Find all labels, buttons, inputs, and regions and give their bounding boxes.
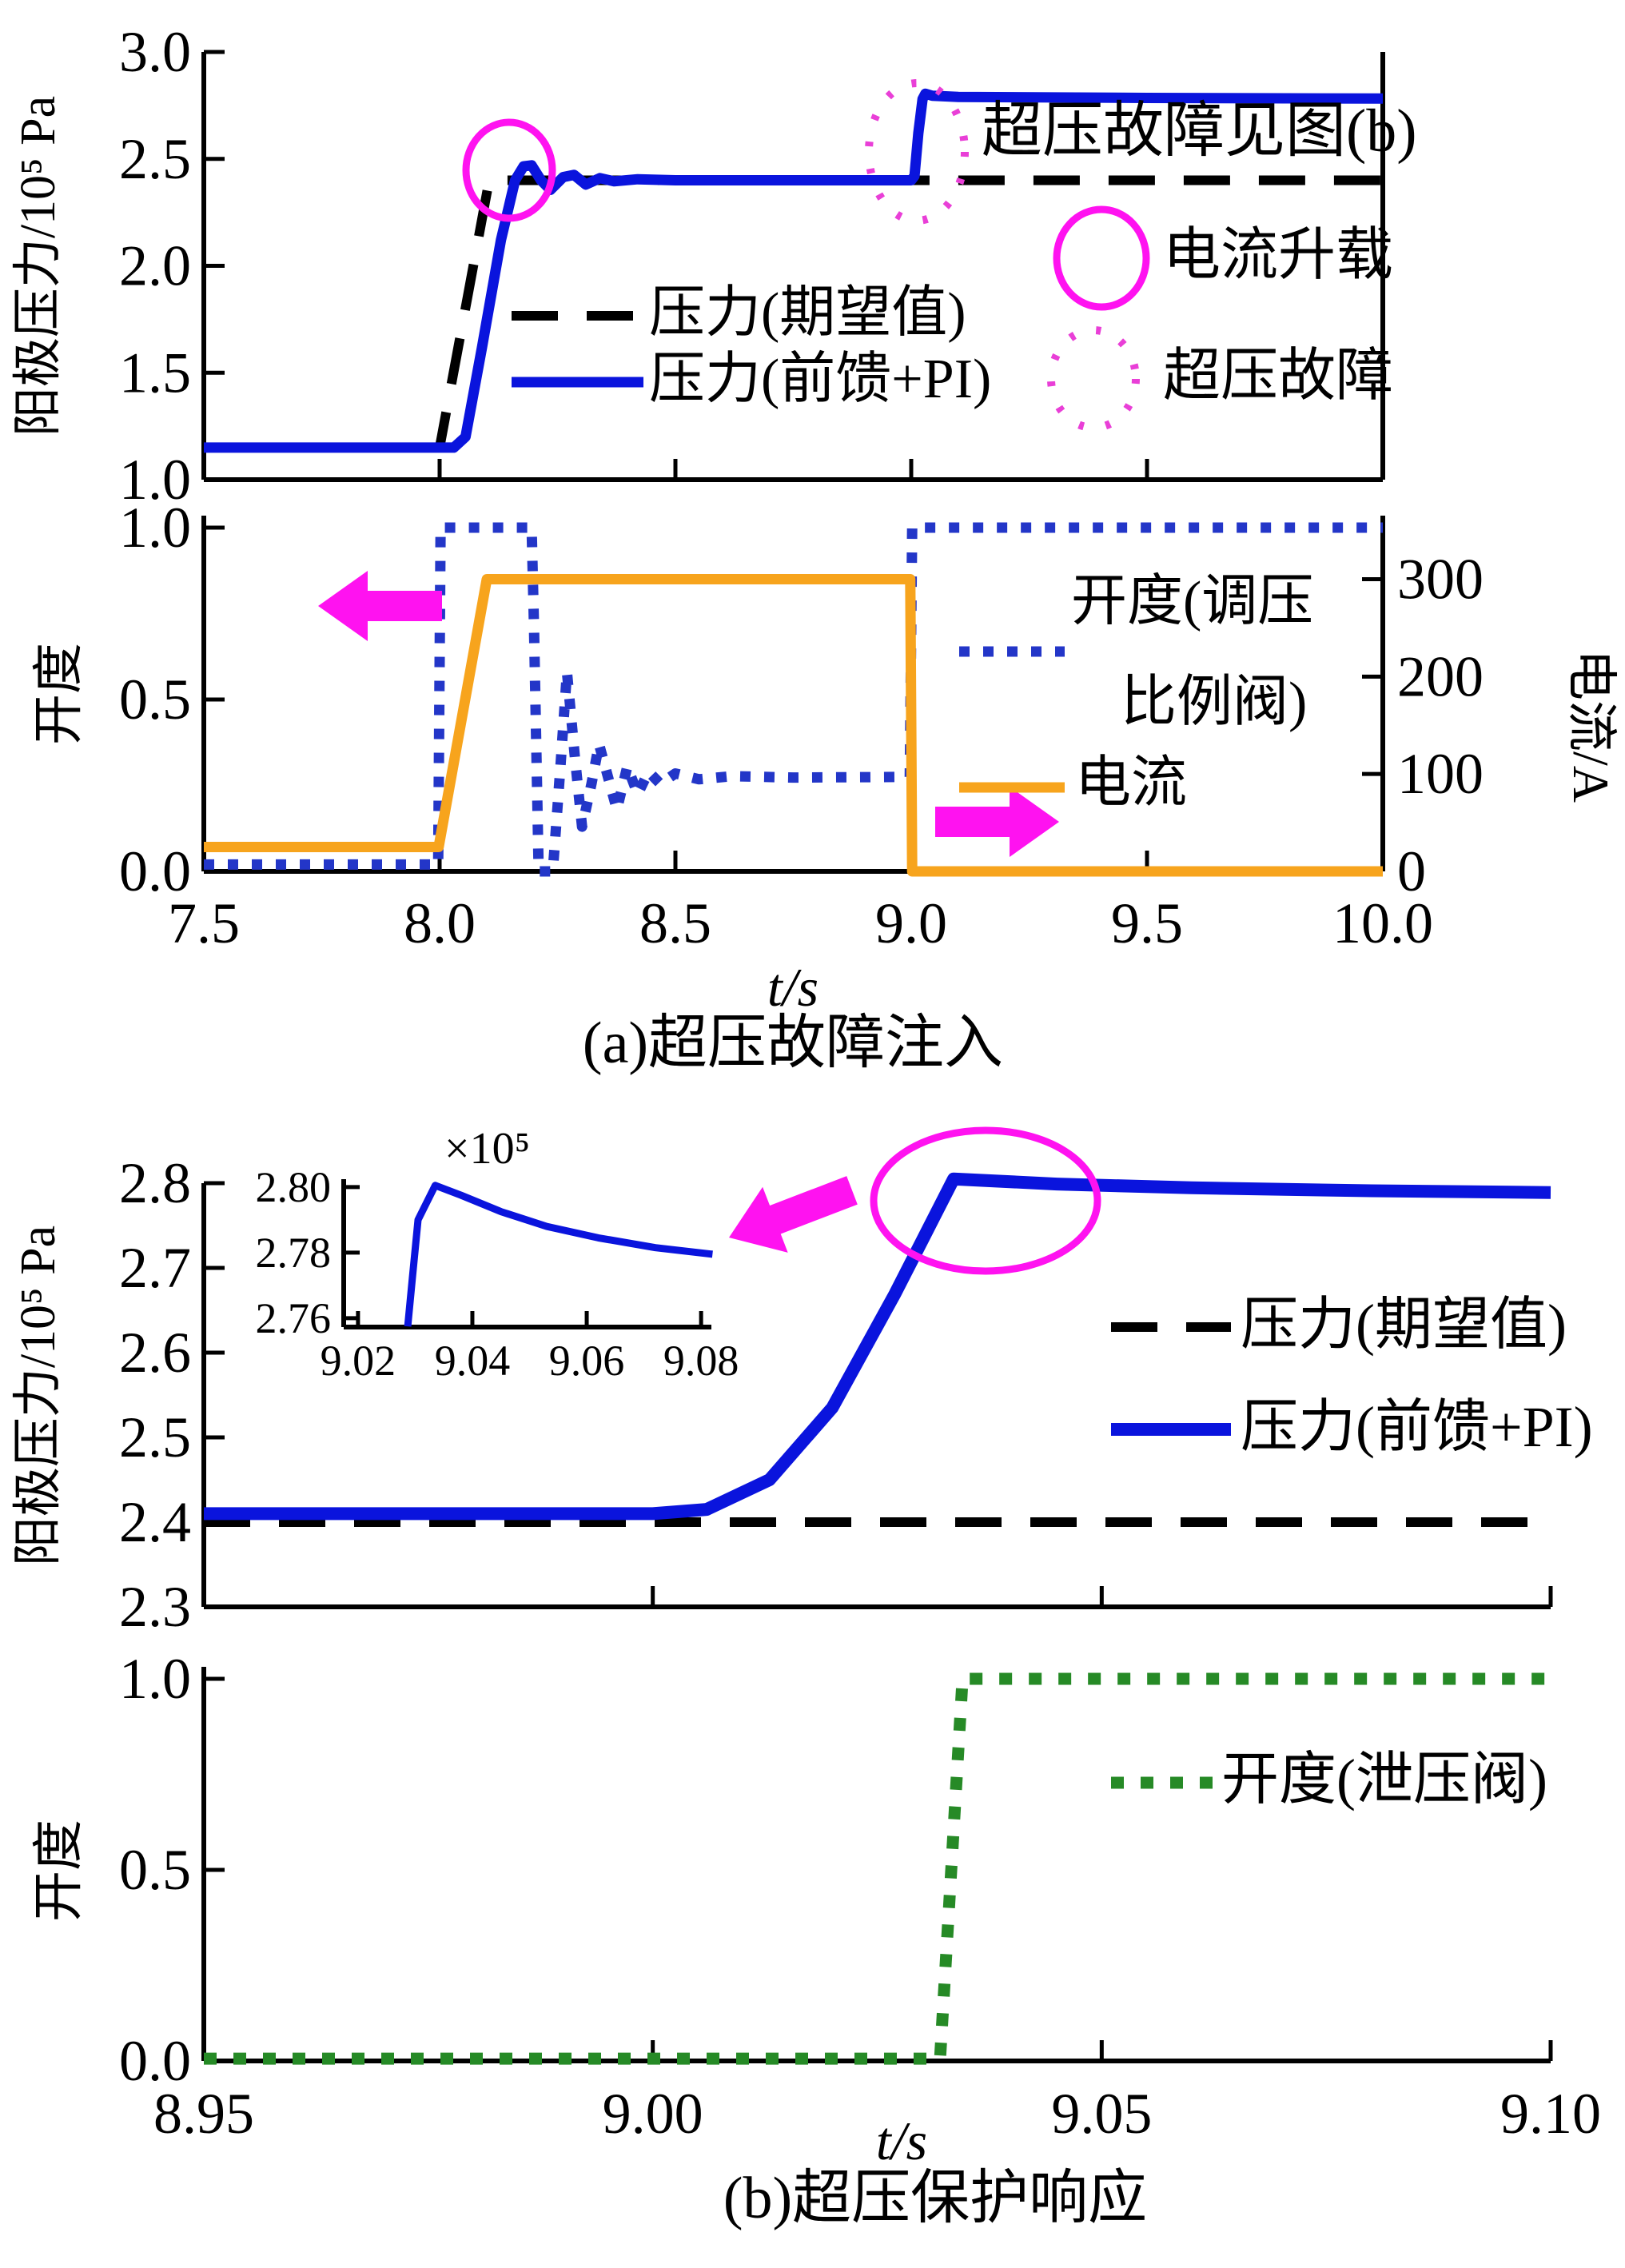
xtick-label-a_valve_current: 9.5 bbox=[1111, 891, 1183, 955]
x-axis-title-b: t/s bbox=[875, 2111, 928, 2171]
ellipse-overpressure-peak-b bbox=[870, 1126, 1101, 1275]
ytick-label-b_relief_valve: 0.5 bbox=[119, 1838, 191, 1902]
y-axis-title-a-current: 电流/A bbox=[1563, 649, 1619, 803]
y-axis-title-a-opening: 开度 bbox=[30, 643, 87, 745]
ytick-label-b_inset: 2.78 bbox=[256, 1229, 332, 1277]
legend-current-label: 电流 bbox=[1075, 752, 1187, 814]
legend-ellipse-current-load bbox=[1053, 205, 1150, 311]
caption-b: (b)超压保护响应 bbox=[723, 2166, 1148, 2231]
y-axis-title-b-pressure: 阳极压力/10⁵ Pa bbox=[11, 1225, 66, 1567]
xtick-label-b_relief_valve: 8.95 bbox=[153, 2082, 254, 2146]
ytick-label-a_pressure: 2.5 bbox=[119, 127, 191, 191]
ytick-label-a_valve_current: 0.5 bbox=[119, 668, 191, 731]
legend-current-load-label: 电流升载 bbox=[1163, 223, 1394, 287]
ytick-right-label-a_valve_current: 300 bbox=[1397, 548, 1484, 612]
ytick-label-a_pressure: 1.0 bbox=[119, 448, 191, 512]
ellipse-current-load-on-curve bbox=[462, 118, 556, 222]
axes-b_inset bbox=[341, 1179, 711, 1329]
ytick-right-label-a_valve_current: 0 bbox=[1397, 839, 1426, 903]
ytick-right-label-a_valve_current: 100 bbox=[1397, 742, 1484, 806]
axes-b_pressure bbox=[201, 1183, 1551, 1609]
series-pressure-actual bbox=[204, 88, 1384, 453]
series-regulating-valve-opening bbox=[204, 522, 1383, 877]
xtick-label-a_valve_current: 7.5 bbox=[168, 891, 240, 955]
legend-relief-valve-label: 开度(泄压阀) bbox=[1221, 1748, 1547, 1812]
axes-b_relief_valve bbox=[201, 1667, 1551, 2063]
xtick-label-a_valve_current: 8.5 bbox=[639, 891, 711, 955]
ytick-label-b_pressure: 2.4 bbox=[119, 1490, 191, 1554]
ytick-label-a_valve_current: 0.0 bbox=[119, 839, 191, 903]
xtick-label-b_relief_valve: 9.05 bbox=[1051, 2082, 1152, 2146]
ytick-right-label-a_valve_current: 200 bbox=[1397, 644, 1484, 708]
legend-regulating-valve-label-line2: 比例阀) bbox=[1121, 672, 1308, 733]
ellipse-overpressure-fault-on-curve bbox=[865, 79, 969, 225]
xtick-label-b_relief_valve: 9.10 bbox=[1500, 2082, 1601, 2146]
legend-regulating-valve-label-line1: 开度(调压 bbox=[1071, 571, 1314, 632]
ytick-label-a_valve_current: 1.0 bbox=[119, 496, 191, 560]
ytick-label-b_inset: 2.80 bbox=[256, 1163, 332, 1211]
series-pressure-actual-zoom bbox=[404, 1182, 713, 1327]
legend-ellipse-overpressure-fault bbox=[1047, 326, 1140, 432]
legend-a-pressure-actual-label: 压力(前馈+PI) bbox=[649, 349, 992, 410]
ytick-label-b_inset: 2.76 bbox=[256, 1294, 332, 1342]
legend-overpressure-fault-label: 超压故障 bbox=[1163, 344, 1394, 408]
series-current bbox=[204, 574, 1383, 877]
x-axis-title-a: t/s bbox=[767, 957, 819, 1018]
xtick-label-b_inset: 9.04 bbox=[435, 1337, 511, 1385]
arrow-to-opening-axis bbox=[318, 571, 442, 641]
legend-b-pressure-expected-label: 压力(期望值) bbox=[1241, 1293, 1567, 1357]
ytick-label-b_pressure: 2.7 bbox=[119, 1236, 191, 1300]
y-axis-title-b-opening: 开度 bbox=[30, 1820, 87, 1922]
xtick-label-b_inset: 9.06 bbox=[549, 1337, 625, 1385]
legend-a-pressure-expected-label: 压力(期望值) bbox=[649, 282, 966, 344]
series-pressure-actual bbox=[204, 1172, 1551, 1521]
xtick-label-b_inset: 9.02 bbox=[321, 1337, 396, 1385]
xtick-label-a_valve_current: 9.0 bbox=[875, 891, 947, 955]
ytick-label-a_pressure: 3.0 bbox=[119, 20, 191, 84]
ytick-label-b_relief_valve: 1.0 bbox=[119, 1647, 191, 1711]
ytick-label-a_pressure: 2.0 bbox=[119, 234, 191, 298]
legend-b-pressure-actual-label: 压力(前馈+PI) bbox=[1241, 1395, 1593, 1459]
xtick-label-b_inset: 9.08 bbox=[663, 1337, 739, 1385]
arrow-to-current-axis bbox=[935, 787, 1059, 857]
ytick-label-b_pressure: 2.5 bbox=[119, 1405, 191, 1469]
ytick-label-b_pressure: 2.8 bbox=[119, 1151, 191, 1215]
arrow-to-inset bbox=[729, 1176, 858, 1253]
inset-scale-label: ×10⁵ bbox=[444, 1124, 531, 1174]
series-relief-valve-opening bbox=[204, 1672, 1551, 2065]
xtick-label-a_valve_current: 8.0 bbox=[404, 891, 476, 955]
annotation-overpressure-see-b: 超压故障见图(b) bbox=[982, 98, 1417, 165]
xtick-label-a_valve_current: 10.0 bbox=[1332, 891, 1433, 955]
ytick-label-b_pressure: 2.3 bbox=[119, 1575, 191, 1639]
ytick-label-a_pressure: 1.5 bbox=[119, 341, 191, 405]
caption-a: (a)超压故障注入 bbox=[582, 1010, 1004, 1076]
ytick-label-b_relief_valve: 0.0 bbox=[119, 2029, 191, 2093]
xtick-label-b_relief_valve: 9.00 bbox=[603, 2082, 703, 2146]
y-axis-title-a-pressure: 阳极压力/10⁵ Pa bbox=[11, 95, 66, 437]
ytick-label-b_pressure: 2.6 bbox=[119, 1321, 191, 1385]
